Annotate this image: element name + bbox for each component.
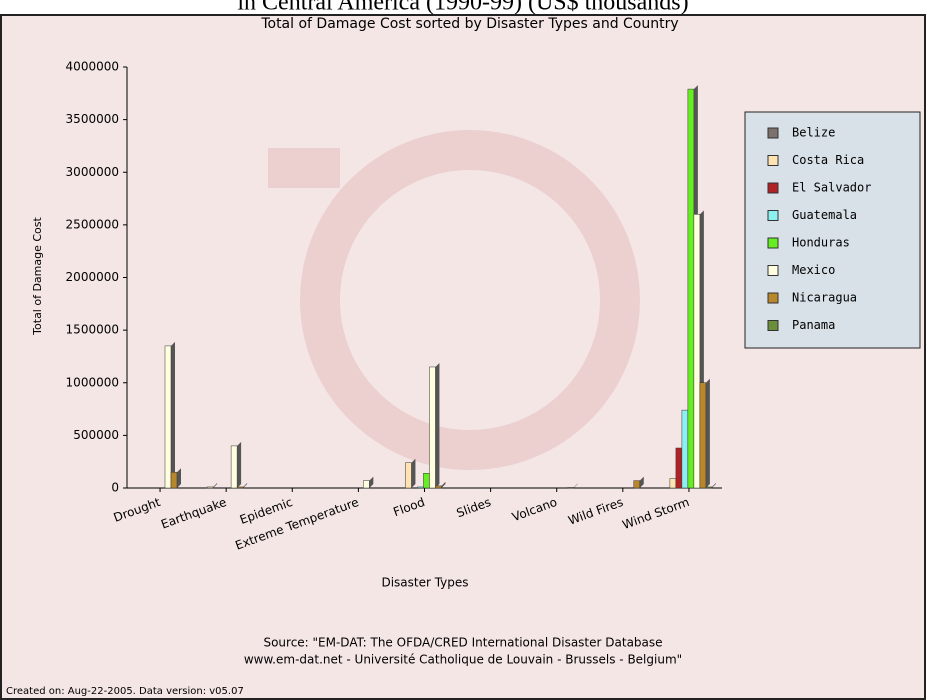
chart-title: Total of Damage Cost sorted by Disaster … — [260, 16, 678, 32]
bar-shade — [237, 441, 242, 488]
legend-label: Guatemala — [792, 208, 857, 222]
bar — [705, 486, 713, 489]
legend-swatch — [767, 210, 779, 221]
bar — [236, 486, 244, 489]
y-tick-label: 3500000 — [66, 112, 119, 126]
bar — [567, 487, 574, 489]
bar — [363, 480, 370, 489]
y-tick-label: 1000000 — [66, 375, 119, 389]
bar-shade — [171, 341, 175, 488]
bar — [405, 462, 412, 489]
x-axis-label: Disaster Types — [381, 576, 468, 590]
legend-swatch — [767, 292, 779, 304]
legend-label: Mexico — [792, 263, 835, 277]
y-tick-label: 2000000 — [66, 270, 119, 284]
bar-shade — [213, 482, 218, 488]
bar — [669, 478, 677, 489]
bar-shade — [369, 476, 374, 488]
page-header: in Central America (1990-99) (US$ thousa… — [237, 0, 688, 16]
bar — [230, 445, 238, 489]
legend-swatch — [767, 265, 779, 276]
bar-shade — [705, 378, 710, 488]
footer: Created on: Aug-22-2005. Data version: v… — [6, 686, 244, 697]
legend-swatch — [767, 155, 779, 166]
bar — [423, 473, 430, 489]
watermark — [268, 130, 640, 470]
bar-shade — [711, 482, 716, 488]
y-tick-label: 0 — [111, 481, 119, 495]
y-tick-label: 3000000 — [66, 165, 119, 179]
y-tick-label: 1500000 — [66, 323, 119, 337]
bar-shade — [573, 483, 578, 488]
bar — [164, 345, 172, 489]
legend-label: Honduras — [792, 236, 850, 250]
legend-swatch — [767, 127, 779, 139]
bar-shade — [243, 482, 248, 488]
bar — [687, 88, 695, 489]
legend-label: Nicaragua — [792, 291, 857, 305]
legend-label: Belize — [792, 126, 835, 140]
bar — [170, 471, 178, 489]
bar — [681, 409, 689, 489]
y-tick-label: 4000000 — [66, 60, 119, 74]
bar-shade — [411, 458, 416, 488]
bar-shade — [441, 481, 446, 488]
legend-label: Panama — [792, 318, 835, 332]
legend-label: El Salvador — [792, 181, 871, 195]
y-axis-label: Total of Damage Cost — [31, 216, 44, 335]
bar — [699, 382, 707, 489]
bar — [693, 214, 701, 489]
legend — [744, 111, 921, 349]
bar-shade — [639, 476, 644, 488]
legend-swatch — [767, 182, 779, 194]
bar — [675, 447, 683, 489]
legend-label: Costa Rica — [792, 153, 864, 167]
bar — [417, 486, 424, 489]
legend-swatch — [767, 320, 779, 331]
bar — [633, 480, 641, 489]
y-tick-label: 2500000 — [66, 217, 119, 231]
bar — [435, 485, 442, 489]
bar — [206, 486, 214, 489]
y-tick-label: 500000 — [73, 428, 119, 442]
bar-shade — [177, 468, 181, 488]
legend-swatch — [767, 237, 779, 249]
bar — [429, 366, 436, 489]
source-line: Source: "EM-DAT: The OFDA/CRED Internati… — [263, 636, 662, 650]
bar-shade — [435, 362, 440, 488]
source-line: www.em-dat.net - Université Catholique d… — [244, 653, 682, 667]
